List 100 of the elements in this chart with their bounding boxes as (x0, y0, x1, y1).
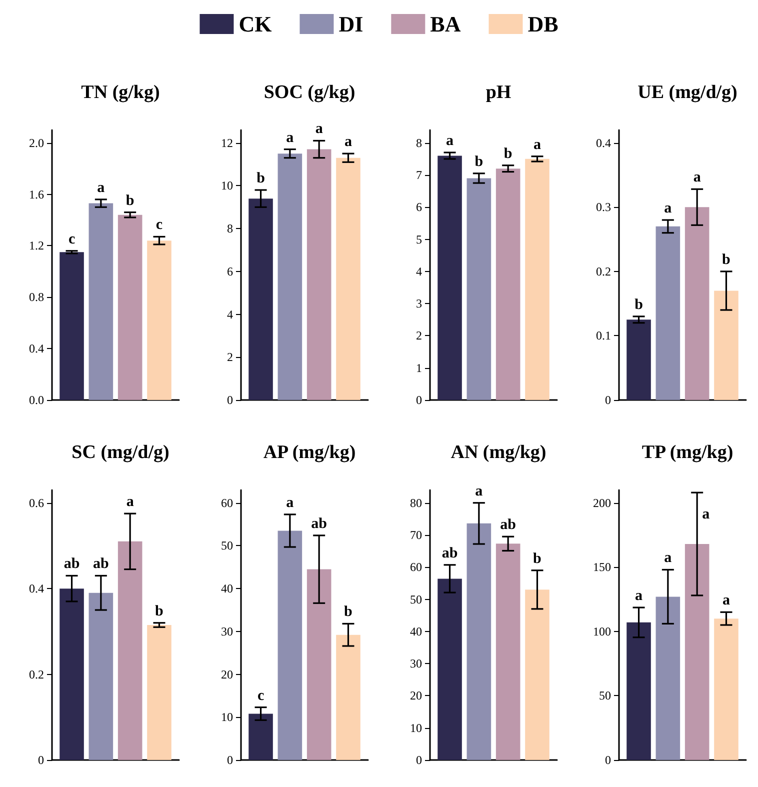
data-label: a (97, 180, 106, 196)
chart-title: SC (mg/d/g) (72, 442, 170, 463)
data-label: b (155, 603, 164, 620)
y-tick-label: 50 (221, 538, 233, 553)
y-tick-label: 8 (416, 136, 422, 150)
bar (684, 544, 710, 760)
y-tick-label: 0 (416, 753, 422, 767)
y-tick-label: 6 (227, 264, 233, 278)
y-tick-label: 8 (227, 222, 233, 236)
data-label: a (286, 130, 294, 146)
y-tick-label: 60 (221, 496, 233, 510)
y-tick-label: 80 (410, 496, 422, 510)
bar (656, 226, 680, 400)
y-tick-label: 1.2 (29, 238, 44, 253)
bar (147, 240, 172, 400)
bar (88, 592, 114, 760)
y-tick-label: 0 (227, 753, 233, 767)
bar (60, 252, 84, 400)
bar (626, 622, 651, 760)
bar (118, 541, 142, 760)
chart-title: AP (mg/kg) (263, 442, 356, 463)
chart-title: TP (mg/kg) (642, 442, 734, 463)
data-label: b (344, 604, 352, 620)
y-tick-label: 0 (605, 393, 611, 407)
y-tick-label: 40 (410, 624, 422, 638)
y-tick-label: 0.4 (29, 582, 44, 596)
legend-label: DI (338, 12, 364, 36)
data-label: b (504, 146, 512, 162)
y-tick-label: 100 (593, 624, 611, 638)
bar (714, 618, 738, 760)
data-label: c (68, 231, 76, 248)
y-tick-label: 12 (221, 136, 233, 150)
y-tick-label: 200 (593, 496, 611, 510)
y-tick-label: 1 (416, 360, 422, 375)
y-tick-label: 70 (410, 528, 422, 542)
data-label: a (446, 133, 454, 149)
legend-label: BA (430, 12, 461, 36)
y-tick-label: 0.2 (596, 264, 611, 278)
y-tick-label: 0.0 (29, 393, 44, 407)
bar (147, 625, 172, 760)
y-tick-label: 4 (227, 307, 233, 322)
bar (525, 590, 550, 760)
y-tick-label: 7 (416, 168, 422, 182)
bar (88, 203, 114, 400)
data-label: b (634, 296, 643, 313)
y-tick-label: 0.4 (596, 136, 611, 150)
y-tick-label: 3 (416, 296, 422, 311)
bar (248, 198, 273, 400)
data-label: ab (64, 556, 80, 572)
data-label: c (156, 217, 163, 234)
y-tick-label: 1.6 (29, 187, 44, 202)
data-label: a (702, 506, 710, 522)
bar (496, 544, 520, 760)
bar (466, 523, 492, 760)
data-label: a (286, 494, 294, 511)
bar (336, 158, 360, 400)
bar (278, 154, 302, 400)
data-label: b (256, 170, 265, 186)
legend-label: CK (238, 12, 272, 36)
data-label: a (664, 550, 672, 566)
bar (656, 596, 680, 760)
bar (626, 320, 651, 400)
data-label: b (474, 154, 484, 170)
y-tick-label: 10 (221, 178, 233, 193)
data-label: c (257, 688, 264, 704)
bar (684, 207, 710, 400)
bar (306, 149, 332, 400)
chart-title: pH (486, 82, 512, 103)
y-tick-label: 2 (416, 328, 422, 343)
legend-label: DB (528, 12, 559, 36)
bar (714, 290, 738, 400)
data-label: a (664, 200, 672, 216)
data-label: ab (93, 556, 109, 572)
y-tick-label: 5 (416, 232, 422, 246)
data-label: a (722, 592, 730, 609)
data-label: a (693, 170, 702, 186)
y-tick-label: 50 (410, 592, 422, 606)
data-label: b (533, 550, 542, 567)
data-label: a (475, 483, 484, 500)
data-label: b (126, 192, 134, 209)
y-tick-label: 2.0 (29, 136, 44, 150)
y-tick-label: 30 (221, 624, 233, 638)
y-tick-label: 0.4 (29, 342, 44, 356)
bar (336, 634, 360, 760)
bar (60, 588, 84, 760)
y-tick-label: 150 (593, 560, 611, 574)
data-label: a (635, 588, 644, 604)
bar (438, 578, 462, 760)
y-tick-label: 40 (221, 582, 233, 596)
data-label: ab (442, 545, 458, 562)
y-tick-label: 10 (221, 710, 233, 724)
y-tick-label: 60 (410, 560, 422, 574)
data-label: ab (500, 517, 516, 534)
bar (248, 714, 273, 760)
chart-title: UE (mg/d/g) (638, 82, 738, 103)
y-tick-label: 0.3 (596, 200, 611, 214)
data-label: a (315, 121, 324, 138)
data-label: b (722, 252, 730, 268)
y-tick-label: 0.2 (29, 667, 44, 682)
y-tick-label: 0 (227, 393, 233, 407)
